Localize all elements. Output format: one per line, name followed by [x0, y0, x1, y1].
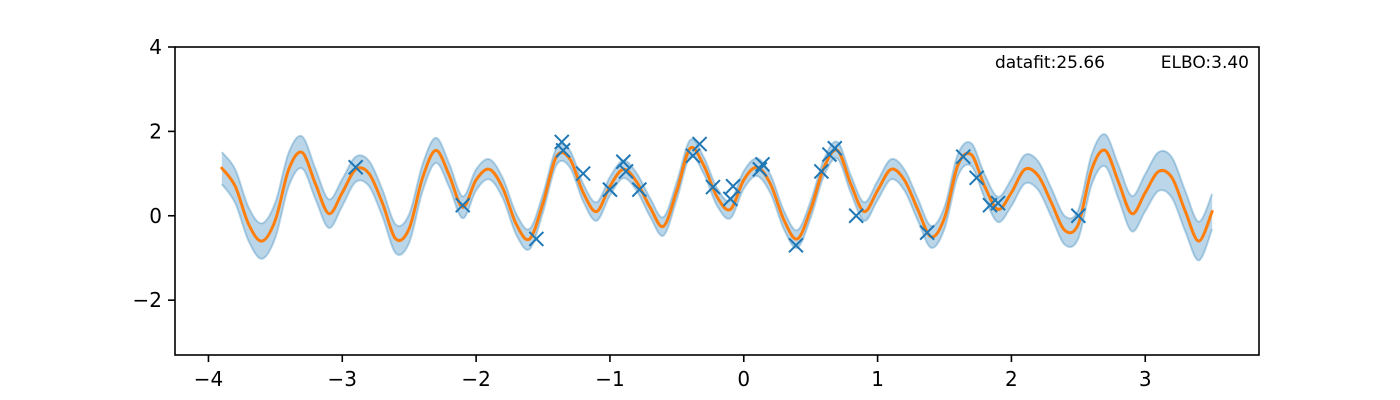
- observation-point: [752, 161, 768, 178]
- observation-point: [347, 159, 364, 175]
- observation-point: [722, 191, 739, 207]
- observation-point: [754, 156, 771, 173]
- x-tick-label: 2: [1005, 367, 1018, 391]
- y-tick-label: 4: [149, 35, 162, 59]
- plot-area: [220, 133, 1214, 262]
- observation-point: [705, 179, 721, 195]
- x-tick-label: 3: [1139, 367, 1152, 391]
- observation-point: [848, 208, 864, 224]
- observation-point: [990, 195, 1006, 211]
- x-tick-label: 0: [737, 367, 750, 391]
- observation-point: [602, 181, 618, 198]
- observation-point: [827, 140, 843, 156]
- y-tick-label: 2: [149, 119, 162, 143]
- observation-point: [575, 165, 591, 182]
- observation-point: [919, 224, 935, 241]
- observation-point: [618, 163, 634, 180]
- observation-point: [725, 178, 741, 194]
- observation-point: [631, 181, 648, 198]
- observation-point: [813, 163, 830, 180]
- axes-frame: [174, 46, 1260, 356]
- observation-point: [1070, 208, 1087, 224]
- axes: −4 −3 −2 −1 0 1 2 3 −2 0 2 4: [133, 35, 1260, 391]
- observation-point: [555, 142, 571, 159]
- y-tick-label: 0: [149, 204, 162, 228]
- observation-point: [685, 148, 701, 164]
- observation-point: [955, 148, 971, 165]
- elbo-annotation: ELBO:3.40: [1161, 53, 1249, 73]
- observation-point: [691, 136, 708, 152]
- observation-point: [615, 154, 632, 170]
- observation-point: [788, 237, 804, 254]
- datafit-annotation: datafit:25.66: [995, 53, 1105, 73]
- x-tick-label: −3: [328, 367, 357, 391]
- confidence-band-lower: [221, 154, 1214, 262]
- x-tick-label: −4: [194, 367, 223, 391]
- mean-line: [220, 145, 1214, 243]
- x-tick-label: −1: [595, 367, 624, 391]
- observation-point: [455, 197, 471, 213]
- observation-point: [968, 170, 985, 186]
- y-tick-label: −2: [133, 288, 162, 312]
- x-tick-label: 1: [871, 367, 884, 391]
- x-tick-label: −2: [461, 367, 490, 391]
- confidence-band-upper: [221, 133, 1214, 232]
- observation-point: [528, 231, 545, 247]
